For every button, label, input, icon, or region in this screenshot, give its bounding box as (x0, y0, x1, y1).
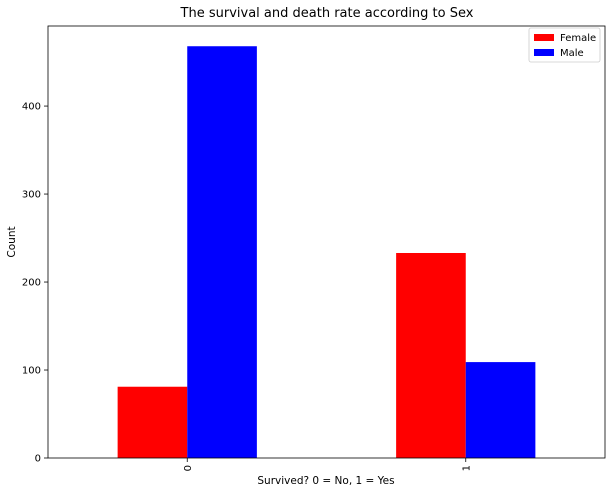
x-tick-label: 1 (461, 465, 472, 471)
bar-male-1 (465, 362, 536, 458)
legend-label-female: Female (560, 33, 596, 44)
legend-swatch-female (534, 34, 554, 41)
x-tick-label: 0 (183, 465, 194, 471)
legend-swatch-male (534, 49, 554, 56)
bar-female-1 (396, 252, 466, 458)
bar-female-0 (117, 386, 188, 458)
y-tick-label: 100 (22, 366, 41, 377)
plot-area: 0 100 200 300 400 0 1 (22, 25, 606, 471)
bar-male-0 (187, 46, 257, 458)
y-tick-label: 200 (22, 278, 41, 289)
axes-frame (47, 25, 606, 459)
legend-label-male: Male (560, 48, 584, 59)
y-tick-label: 300 (22, 190, 41, 201)
y-tick-label: 0 (35, 454, 41, 465)
y-tick-label: 400 (22, 102, 41, 113)
y-axis-label: Count (6, 226, 18, 257)
x-axis-label: Survived? 0 = No, 1 = Yes (257, 475, 394, 487)
chart-title: The survival and death rate according to… (180, 6, 474, 21)
legend: Female Male (528, 27, 601, 63)
